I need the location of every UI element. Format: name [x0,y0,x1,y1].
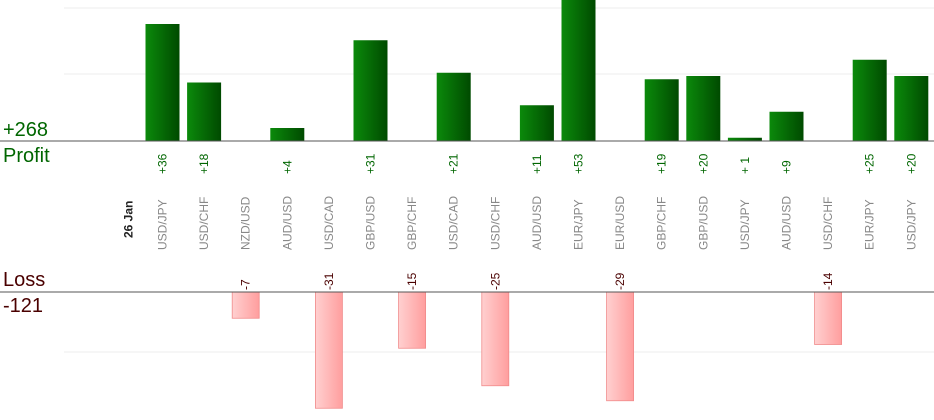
profit-value-label: +11 [530,154,544,174]
profit-bar [644,79,679,141]
pair-label: EUR/JPY [863,199,877,250]
pair-label: AUD/USD [280,196,294,250]
pair-label: USD/JPY [904,199,918,250]
profit-value-label: +21 [447,153,461,174]
pair-label: GBP/CHF [405,197,419,250]
pair-label: NZD/USD [239,196,253,250]
pair-label: USD/CAD [447,196,461,250]
pair-label: USD/JPY [738,199,752,250]
bar-labels: 26 Jan +36 USD/JPY +18 USD/CHF NZD/USD -7 +4 AUD… [122,153,919,290]
profit-bar [145,24,180,141]
pair-label: USD/CHF [488,197,502,250]
profit-bar [519,105,554,141]
date-label: 26 Jan [122,201,136,238]
profit-total: +268 [3,119,49,141]
profit-value-label: +36 [156,153,170,174]
loss-bar [606,291,634,402]
profit-value-label: +53 [572,153,586,174]
loss-bars [231,291,842,409]
profit-value-label: +9 [780,160,794,174]
loss-bar [814,291,842,345]
pair-label: USD/CAD [322,196,336,250]
profit-bar [852,59,887,141]
pair-label: GBP/USD [364,196,378,250]
pair-label: GBP/CHF [655,197,669,250]
profit-label: Profit [3,145,50,167]
profit-value-label: +20 [904,153,918,174]
loss-bar [314,291,343,409]
pair-label: AUD/USD [530,196,544,250]
loss-bar [481,291,510,387]
loss-value-label: -7 [239,279,253,290]
pair-label: GBP/USD [696,196,710,250]
profit-bar [686,76,721,141]
pair-label: USD/CHF [197,197,211,250]
profit-value-label: +19 [655,153,669,174]
profit-value-label: +31 [364,153,378,174]
profit-value-label: + 1 [738,157,752,174]
pair-label: EUR/JPY [572,199,586,250]
profit-bar [727,137,762,141]
profit-bars [145,0,929,141]
pair-label: AUD/USD [780,196,794,250]
profit-value-label: +25 [863,153,877,174]
profit-value-label: +4 [280,160,294,174]
loss-value-label: -31 [322,272,336,290]
profit-bar [270,128,305,141]
profit-bar [436,72,471,141]
profit-bar [353,40,388,141]
loss-value-label: -25 [488,272,502,290]
profit-bar [894,76,929,141]
pair-label: USD/CHF [821,197,835,250]
loss-value-label: -14 [821,272,835,290]
profit-bar [561,0,596,141]
loss-bar [231,291,260,319]
loss-total: -121 [3,295,44,317]
loss-value-label: -29 [613,272,627,290]
loss-label: Loss [3,269,46,291]
loss-bar [398,291,427,349]
pair-label: USD/JPY [156,199,170,250]
loss-value-label: -15 [405,272,419,290]
profit-bar [769,111,804,141]
profit-value-label: +20 [696,153,710,174]
profit-value-label: +18 [197,153,211,174]
profit-bar [187,82,222,141]
pair-label: EUR/USD [613,196,627,250]
